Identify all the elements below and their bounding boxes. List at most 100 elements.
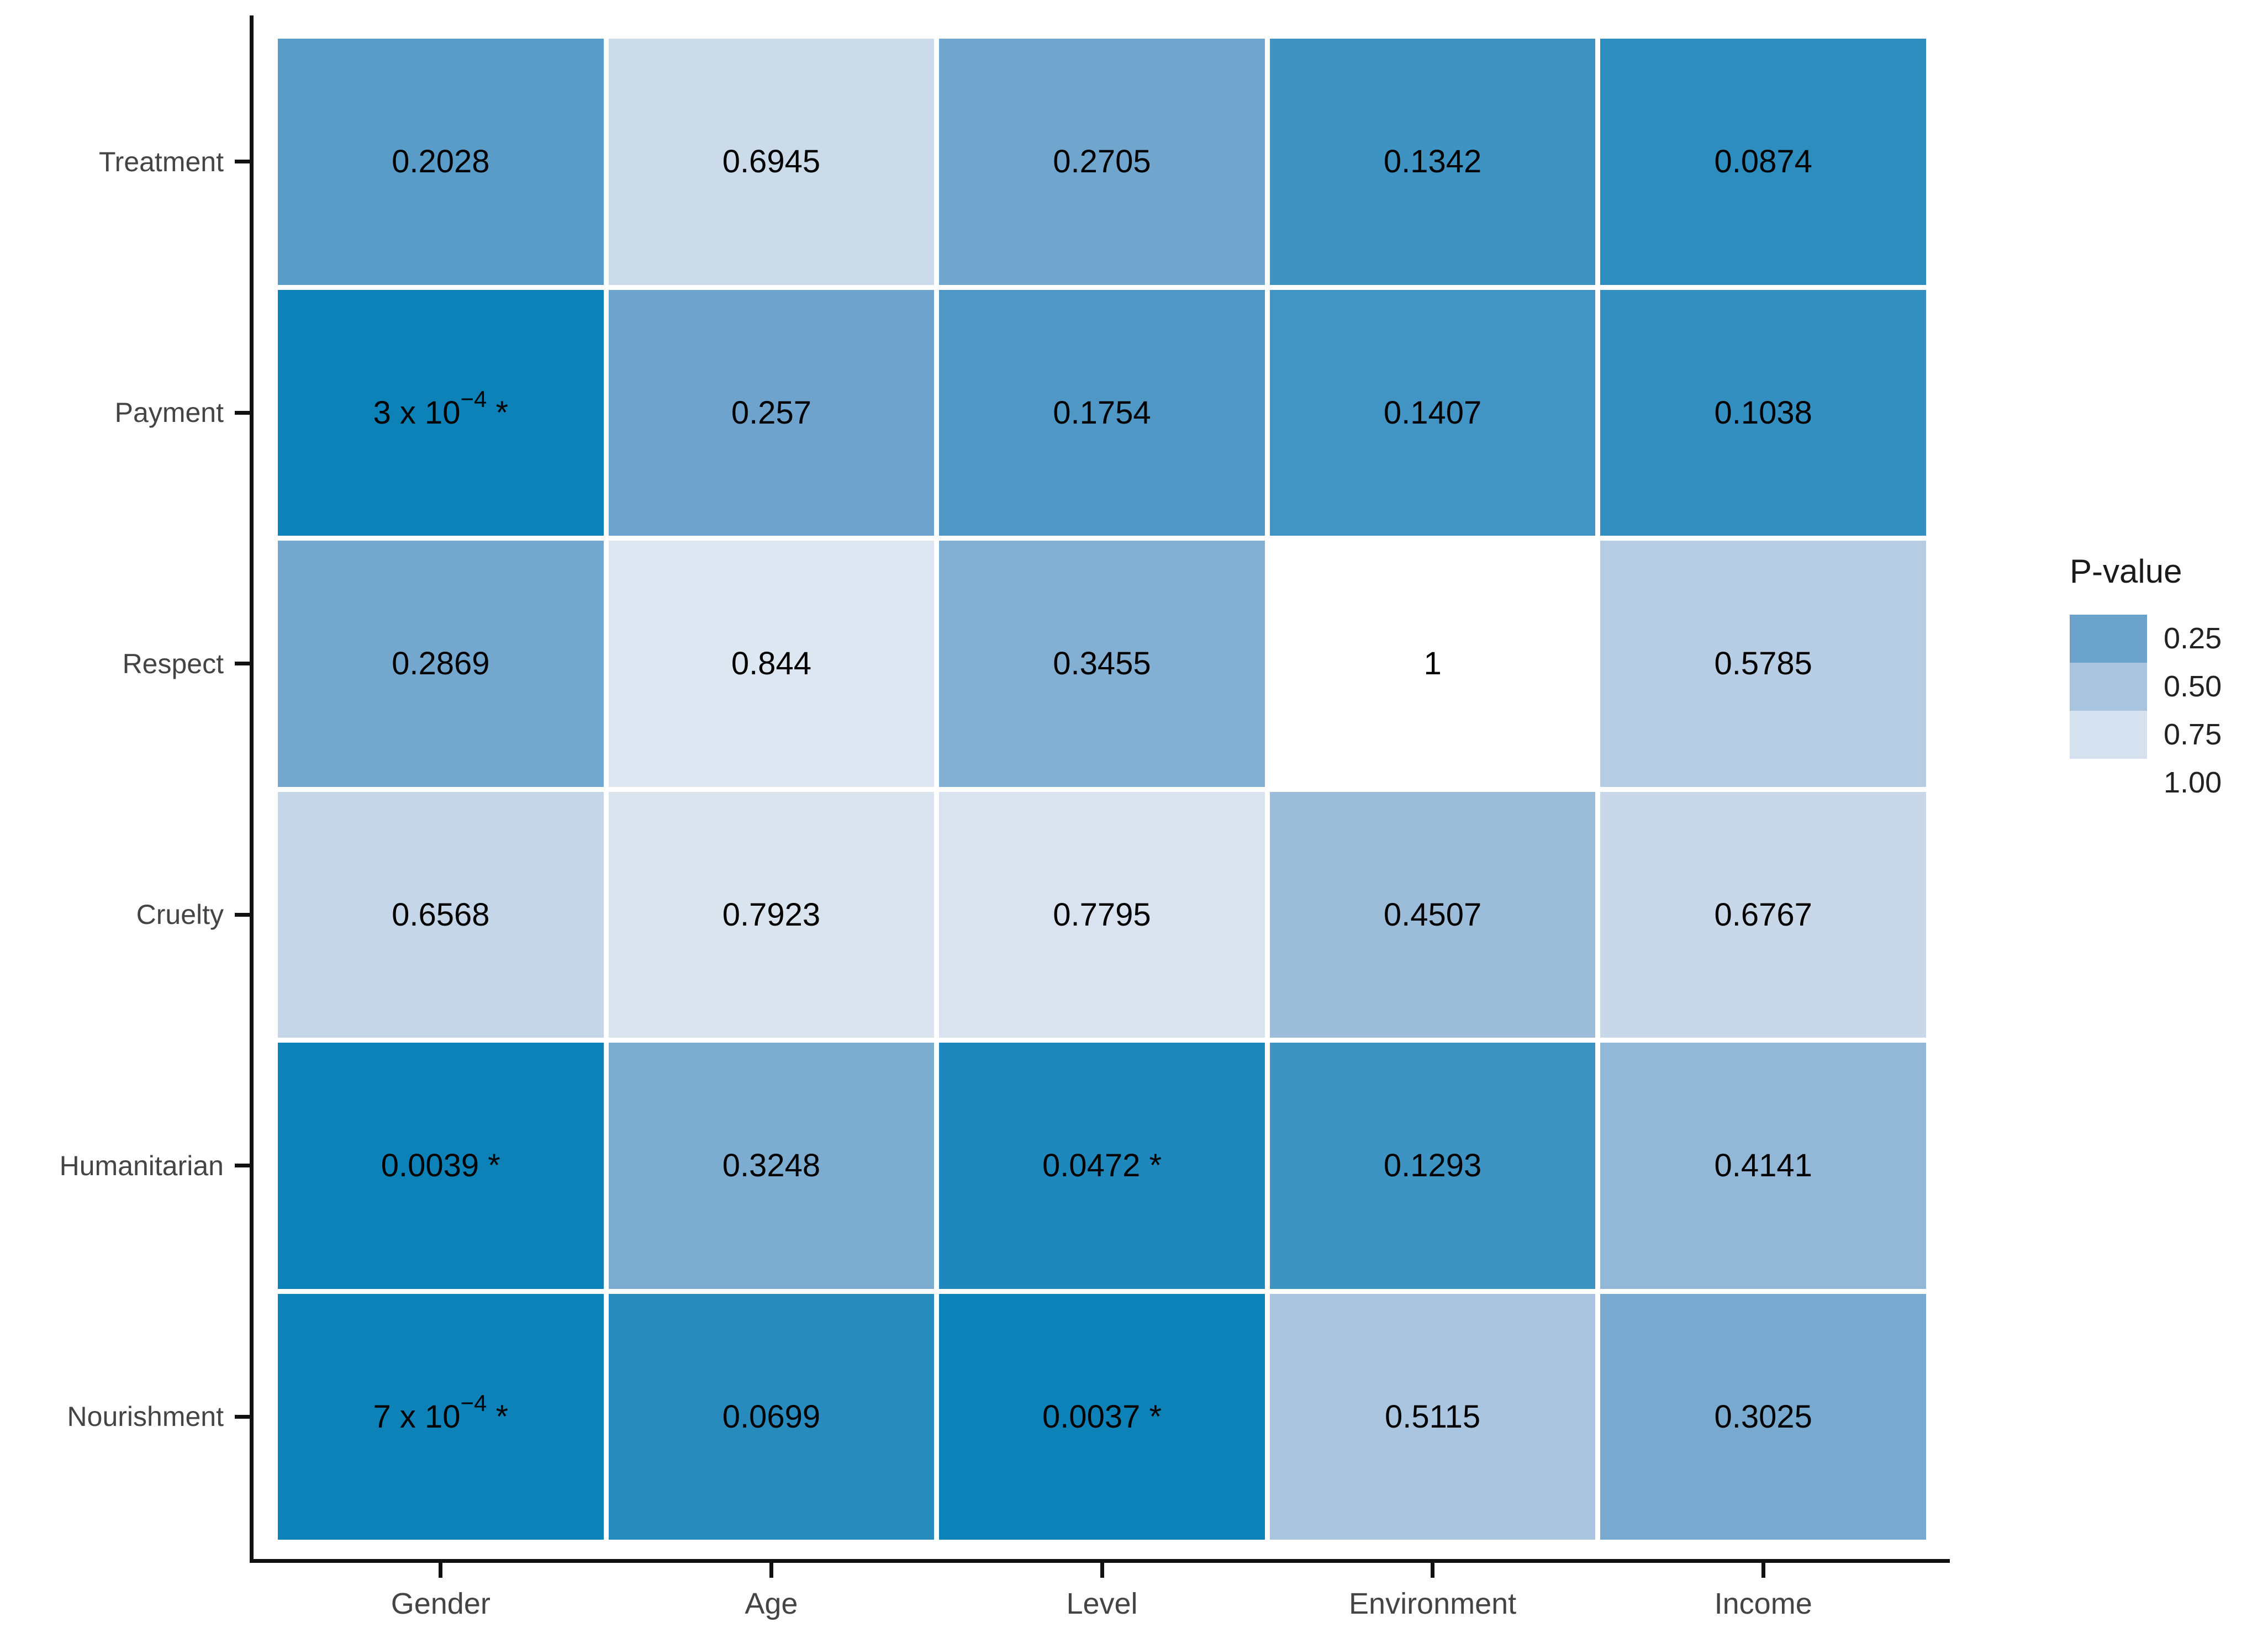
cell-significance-star: * <box>487 1398 509 1435</box>
cell-value: 0.2869 <box>392 646 490 682</box>
legend-swatch <box>2070 759 2147 807</box>
heatmap-cell: 3 x 10 −4 * <box>278 289 604 536</box>
heatmap-cell: 0.0874 <box>1600 39 1926 285</box>
cell-value: 0.1407 <box>1383 394 1482 431</box>
y-tick-label-respect: Respect <box>122 648 224 679</box>
heatmap-cell: 0.1342 <box>1269 39 1596 285</box>
heatmap-cell: 0.3455 <box>939 541 1265 787</box>
cell-value: 0.1754 <box>1053 394 1151 431</box>
y-tick-label-nourishment: Nourishment <box>67 1401 224 1433</box>
legend-tick-label: 1.00 <box>2164 766 2222 799</box>
cell-value: 0.0472 * <box>1042 1148 1162 1184</box>
legend-item: 0.50 <box>2070 663 2268 711</box>
y-tick <box>235 1414 250 1419</box>
cell-significance-star: * <box>487 394 509 431</box>
cell-value: 0.257 <box>731 394 811 431</box>
y-tick-label-cruelty: Cruelty <box>136 899 224 931</box>
heatmap-cell: 0.7795 <box>939 791 1265 1038</box>
cell-value: 7 x 10 <box>373 1398 461 1435</box>
cell-value: 0.2028 <box>392 144 490 180</box>
y-axis-line <box>250 15 254 1563</box>
cell-value: 0.5785 <box>1714 646 1812 682</box>
heatmap-cell: 0.3248 <box>608 1043 935 1289</box>
cell-value: 3 x 10 <box>373 394 461 431</box>
cell-value: 0.6945 <box>722 144 821 180</box>
heatmap-cell: 0.2705 <box>939 39 1265 285</box>
cell-value: 0.1293 <box>1383 1148 1482 1184</box>
heatmap-cell: 0.1038 <box>1600 289 1926 536</box>
cell-value: 0.7795 <box>1053 896 1151 933</box>
heatmap-cell: 0.5785 <box>1600 541 1926 787</box>
heatmap-cell: 7 x 10 −4 * <box>278 1293 604 1540</box>
heatmap-cell: 0.257 <box>608 289 935 536</box>
legend-tick-label: 0.75 <box>2164 718 2222 751</box>
legend-tick-label: 0.25 <box>2164 622 2222 655</box>
x-tick-label-environment: Environment <box>1349 1587 1517 1620</box>
x-tick-label-income: Income <box>1714 1587 1812 1620</box>
heatmap-cell: 0.2869 <box>278 541 604 787</box>
heatmap-cell: 0.2028 <box>278 39 604 285</box>
heatmap-cell: 0.0699 <box>608 1293 935 1540</box>
cell-value: 0.3025 <box>1714 1398 1812 1435</box>
x-tick-label-level: Level <box>1066 1587 1138 1620</box>
heatmap-cell: 0.6767 <box>1600 791 1926 1038</box>
heatmap-cell: 0.1754 <box>939 289 1265 536</box>
heatmap-cell: 0.0039 * <box>278 1043 604 1289</box>
y-tick <box>235 410 250 415</box>
cell-value: 1 <box>1423 646 1442 682</box>
legend-item: 0.75 <box>2070 711 2268 759</box>
x-tick <box>1761 1563 1765 1578</box>
heatmap-cell: 0.7923 <box>608 791 935 1038</box>
heatmap-cell: 0.4141 <box>1600 1043 1926 1289</box>
y-tick <box>235 662 250 666</box>
x-tick-label-gender: Gender <box>391 1587 490 1620</box>
x-axis-line <box>250 1559 1950 1563</box>
heatmap-cell: 0.0037 * <box>939 1293 1265 1540</box>
cell-value: 0.0039 * <box>381 1148 500 1184</box>
y-tick <box>235 912 250 917</box>
cell-value: 0.4141 <box>1714 1148 1812 1184</box>
cell-value: 0.7923 <box>722 896 821 933</box>
cell-value: 0.0037 * <box>1042 1398 1162 1435</box>
legend-item: 1.00 <box>2070 759 2268 807</box>
legend: P-value 0.25 0.50 0.75 1.00 <box>2070 552 2268 807</box>
y-tick-label-humanitarian: Humanitarian <box>59 1150 224 1181</box>
legend-items: 0.25 0.50 0.75 1.00 <box>2070 615 2268 807</box>
heatmap-cell: 0.6568 <box>278 791 604 1038</box>
cell-value: 0.844 <box>731 646 811 682</box>
heatmap-cell: 0.4507 <box>1269 791 1596 1038</box>
cell-value: 0.0699 <box>722 1398 821 1435</box>
legend-swatch <box>2070 663 2147 711</box>
heatmap-cell: 0.6945 <box>608 39 935 285</box>
cell-value: 0.1342 <box>1383 144 1482 180</box>
x-tick <box>1431 1563 1435 1578</box>
heatmap-cell: 0.0472 * <box>939 1043 1265 1289</box>
heatmap-cell: 0.1293 <box>1269 1043 1596 1289</box>
heatmap-cell: 0.3025 <box>1600 1293 1926 1540</box>
heatmap-cell: 1 <box>1269 541 1596 787</box>
legend-swatch <box>2070 711 2147 759</box>
legend-tick-label: 0.50 <box>2164 670 2222 703</box>
x-tick <box>1100 1563 1104 1578</box>
heatmap-cell: 0.5115 <box>1269 1293 1596 1540</box>
x-tick-label-age: Age <box>745 1587 798 1620</box>
cell-value: 0.3455 <box>1053 646 1151 682</box>
legend-title: P-value <box>2070 553 2182 590</box>
cell-value: 0.4507 <box>1383 896 1482 933</box>
cell-value: 0.0874 <box>1714 144 1812 180</box>
heatmap-cell: 0.844 <box>608 541 935 787</box>
cell-value: 0.6568 <box>392 896 490 933</box>
cell-value: 0.3248 <box>722 1148 821 1184</box>
y-tick <box>235 160 250 164</box>
heatmap-grid: 0.2028 0.6945 0.2705 0.1342 0.0874 3 x 10 −4 *… <box>278 39 1926 1540</box>
y-tick-label-treatment: Treatment <box>98 146 224 177</box>
cell-value: 0.5115 <box>1385 1398 1481 1435</box>
cell-value: 0.1038 <box>1714 394 1812 431</box>
cell-value: 0.2705 <box>1053 144 1151 180</box>
legend-swatch <box>2070 615 2147 663</box>
cell-value: 0.6767 <box>1714 896 1812 933</box>
legend-item: 0.25 <box>2070 615 2268 663</box>
x-tick <box>769 1563 773 1578</box>
heatmap-cell: 0.1407 <box>1269 289 1596 536</box>
